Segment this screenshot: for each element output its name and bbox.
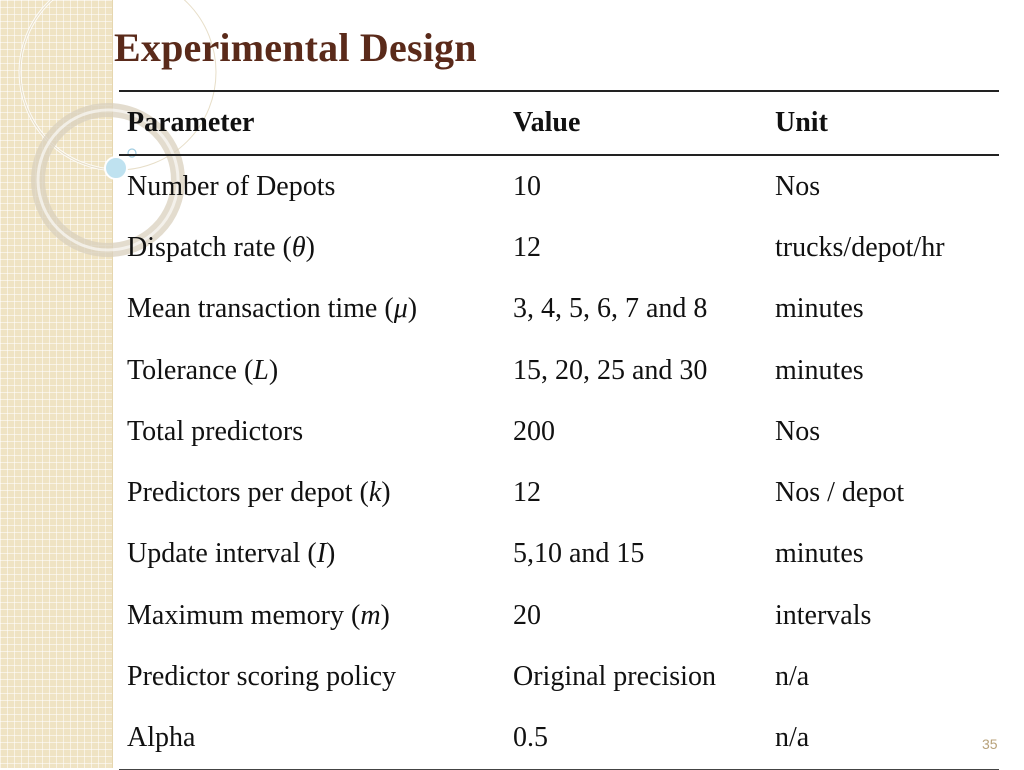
value-cell: 200 — [513, 415, 555, 447]
value-cell: 0.5 — [513, 722, 548, 754]
unit-cell: Nos / depot — [775, 477, 905, 509]
table-row: Tolerance (L) 15, 20, 25 and 30 minutes — [119, 340, 999, 401]
parameter-cell: Maximum memory (m) — [127, 599, 390, 631]
value-cell: 12 — [513, 231, 541, 263]
parameter-label: Update interval — [127, 538, 301, 570]
parameter-symbol: k — [368, 477, 382, 509]
value-cell: 15, 20, 25 and 30 — [513, 354, 708, 386]
parameter-cell: Predictor scoring policy — [119, 646, 505, 707]
table-row: Alpha 0.5 n/a — [119, 708, 999, 770]
decorative-circles — [18, 0, 218, 257]
header-value: Value — [513, 107, 581, 138]
value-cell: Original precision — [513, 661, 716, 693]
unit-cell: trucks/depot/hr — [775, 231, 945, 263]
page-number: 35 — [982, 736, 998, 752]
table-row: Dispatch rate (θ) 12 trucks/depot/hr — [119, 217, 999, 278]
parameter-cell: Update interval (I) — [127, 538, 336, 570]
parameter-cell: Alpha — [119, 708, 505, 770]
value-cell: 5,10 and 15 — [513, 538, 645, 570]
parameter-cell: Total predictors — [119, 401, 505, 462]
table-row: Number of Depots 10 Nos — [119, 155, 999, 217]
unit-cell: Nos — [775, 415, 821, 447]
header-parameter: Parameter — [127, 107, 255, 138]
table-header-row: Parameter Value Unit — [119, 91, 999, 155]
value-cell: 12 — [513, 477, 541, 509]
table-row: Predictors per depot (k) 12 Nos / depot — [119, 462, 999, 523]
table-row: Total predictors 200 Nos — [119, 401, 999, 462]
table-body: Number of Depots 10 Nos Dispatch rate (θ) 12… — [119, 155, 999, 770]
parameter-label: Alpha — [127, 722, 196, 754]
parameter-label: Total predictors — [127, 415, 304, 447]
value-cell: 3, 4, 5, 6, 7 and 8 — [513, 293, 708, 325]
unit-cell: intervals — [775, 599, 872, 631]
unit-cell: minutes — [775, 538, 864, 570]
value-cell: 10 — [513, 170, 541, 202]
parameters-table: Parameter Value Unit Number of Depots 10 N… — [119, 90, 999, 770]
unit-cell: minutes — [775, 293, 864, 325]
slide-title: Experimental Design — [114, 25, 477, 70]
parameter-cell: Mean transaction time (μ) — [127, 293, 418, 325]
unit-cell: Nos — [775, 170, 821, 202]
parameter-label: Dispatch rate — [127, 231, 276, 263]
parameter-symbol: m — [360, 599, 381, 631]
table-row: Predictor scoring policy Original precisi… — [119, 646, 999, 707]
parameter-symbol: μ — [393, 293, 408, 325]
table-row: Maximum memory (m) 20 intervals — [119, 585, 999, 646]
parameter-label: Predictors per depot — [127, 477, 353, 509]
table-row: Mean transaction time (μ) 3, 4, 5, 6, 7 a… — [119, 279, 999, 340]
parameter-cell: Tolerance (L) — [127, 354, 279, 386]
parameter-symbol: L — [253, 354, 269, 386]
unit-cell: minutes — [775, 354, 864, 386]
parameter-label: Tolerance — [127, 354, 237, 386]
parameters-table-container: Parameter Value Unit Number of Depots 10 N… — [119, 90, 999, 770]
parameter-symbol: θ — [291, 231, 306, 263]
header-unit: Unit — [775, 107, 828, 138]
parameter-label: Number of Depots — [127, 170, 336, 202]
parameter-cell: Predictors per depot (k) — [127, 477, 391, 509]
unit-cell: n/a — [775, 661, 810, 693]
value-cell: 20 — [513, 599, 541, 631]
table-row: Update interval (I) 5,10 and 15 minutes — [119, 524, 999, 585]
parameter-label: Maximum memory — [127, 599, 344, 631]
parameter-cell: Dispatch rate (θ) — [127, 231, 315, 263]
parameter-symbol: I — [316, 538, 327, 570]
parameter-label: Mean transaction time — [127, 293, 378, 325]
parameter-cell: Number of Depots — [119, 155, 505, 217]
parameter-label: Predictor scoring policy — [127, 661, 397, 693]
unit-cell: n/a — [775, 722, 810, 754]
